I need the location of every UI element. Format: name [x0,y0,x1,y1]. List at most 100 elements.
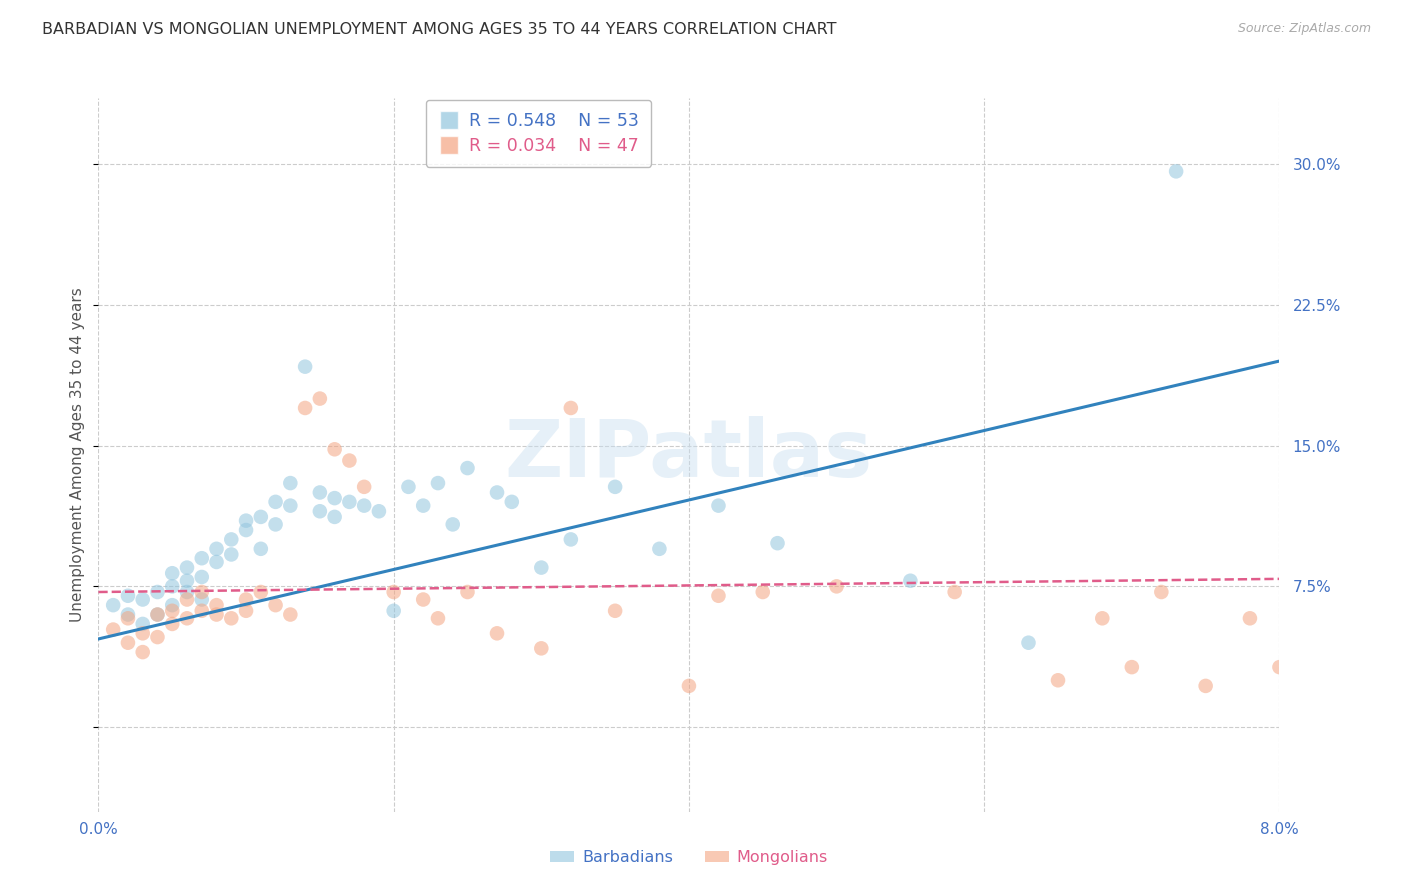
Point [162,604,183,618]
Point [485,626,508,640]
Point [191,570,214,584]
Point [176,560,198,574]
Point [219,533,242,547]
Point [1121,660,1143,674]
Point [396,480,419,494]
Point [250,509,273,524]
Point [1268,660,1291,674]
Point [250,541,273,556]
Point [456,461,478,475]
Point [103,598,125,612]
Point [294,401,316,415]
Point [323,442,346,457]
Point [707,499,730,513]
Point [191,604,214,618]
Point [264,598,287,612]
Point [146,630,169,644]
Text: ZIPatlas: ZIPatlas [505,416,873,494]
Point [205,555,228,569]
Point [308,485,332,500]
Point [205,607,228,622]
Point [678,679,700,693]
Point [191,592,214,607]
Point [382,585,405,599]
Point [294,359,316,374]
Point [560,533,582,547]
Point [308,392,332,406]
Point [132,626,155,640]
Point [441,517,464,532]
Point [353,499,375,513]
Point [1164,164,1187,178]
Point [235,592,257,607]
Point [176,574,198,588]
Point [1194,679,1216,693]
Point [146,607,169,622]
Point [605,604,627,618]
Point [1017,636,1039,650]
Point [323,509,346,524]
Point [264,495,287,509]
Point [205,598,228,612]
Point [900,574,922,588]
Point [205,541,228,556]
Y-axis label: Unemployment Among Ages 35 to 44 years: Unemployment Among Ages 35 to 44 years [70,287,86,623]
Point [382,604,405,618]
Point [132,616,155,631]
Point [162,598,183,612]
Point [1239,611,1261,625]
Point [560,401,582,415]
Point [278,499,302,513]
Point [117,589,139,603]
Point [485,485,508,500]
Point [250,585,273,599]
Point [235,604,257,618]
Point [1046,673,1069,688]
Point [219,611,242,625]
Point [367,504,389,518]
Point [605,480,627,494]
Point [825,579,848,593]
Point [103,623,125,637]
Point [766,536,789,550]
Point [943,585,966,599]
Point [1312,585,1334,599]
Point [117,611,139,625]
Legend: Barbadians, Mongolians: Barbadians, Mongolians [544,844,834,871]
Point [501,495,523,509]
Point [146,607,169,622]
Point [530,560,553,574]
Point [235,523,257,537]
Point [278,476,302,491]
Point [337,453,360,467]
Point [353,480,375,494]
Point [308,504,332,518]
Point [264,517,287,532]
Point [412,592,434,607]
Point [162,616,183,631]
Point [191,551,214,566]
Point [162,579,183,593]
Point [530,641,553,656]
Point [146,585,169,599]
Text: Source: ZipAtlas.com: Source: ZipAtlas.com [1237,22,1371,36]
Point [219,548,242,562]
Point [176,585,198,599]
Point [278,607,302,622]
Point [117,607,139,622]
Point [235,514,257,528]
Point [1150,585,1173,599]
Point [751,585,773,599]
Point [162,566,183,581]
Point [707,589,730,603]
Point [426,476,449,491]
Point [191,585,214,599]
Point [337,495,360,509]
Point [176,611,198,625]
Point [176,592,198,607]
Point [456,585,478,599]
Text: BARBADIAN VS MONGOLIAN UNEMPLOYMENT AMONG AGES 35 TO 44 YEARS CORRELATION CHART: BARBADIAN VS MONGOLIAN UNEMPLOYMENT AMON… [42,22,837,37]
Point [117,636,139,650]
Point [132,645,155,659]
Point [426,611,449,625]
